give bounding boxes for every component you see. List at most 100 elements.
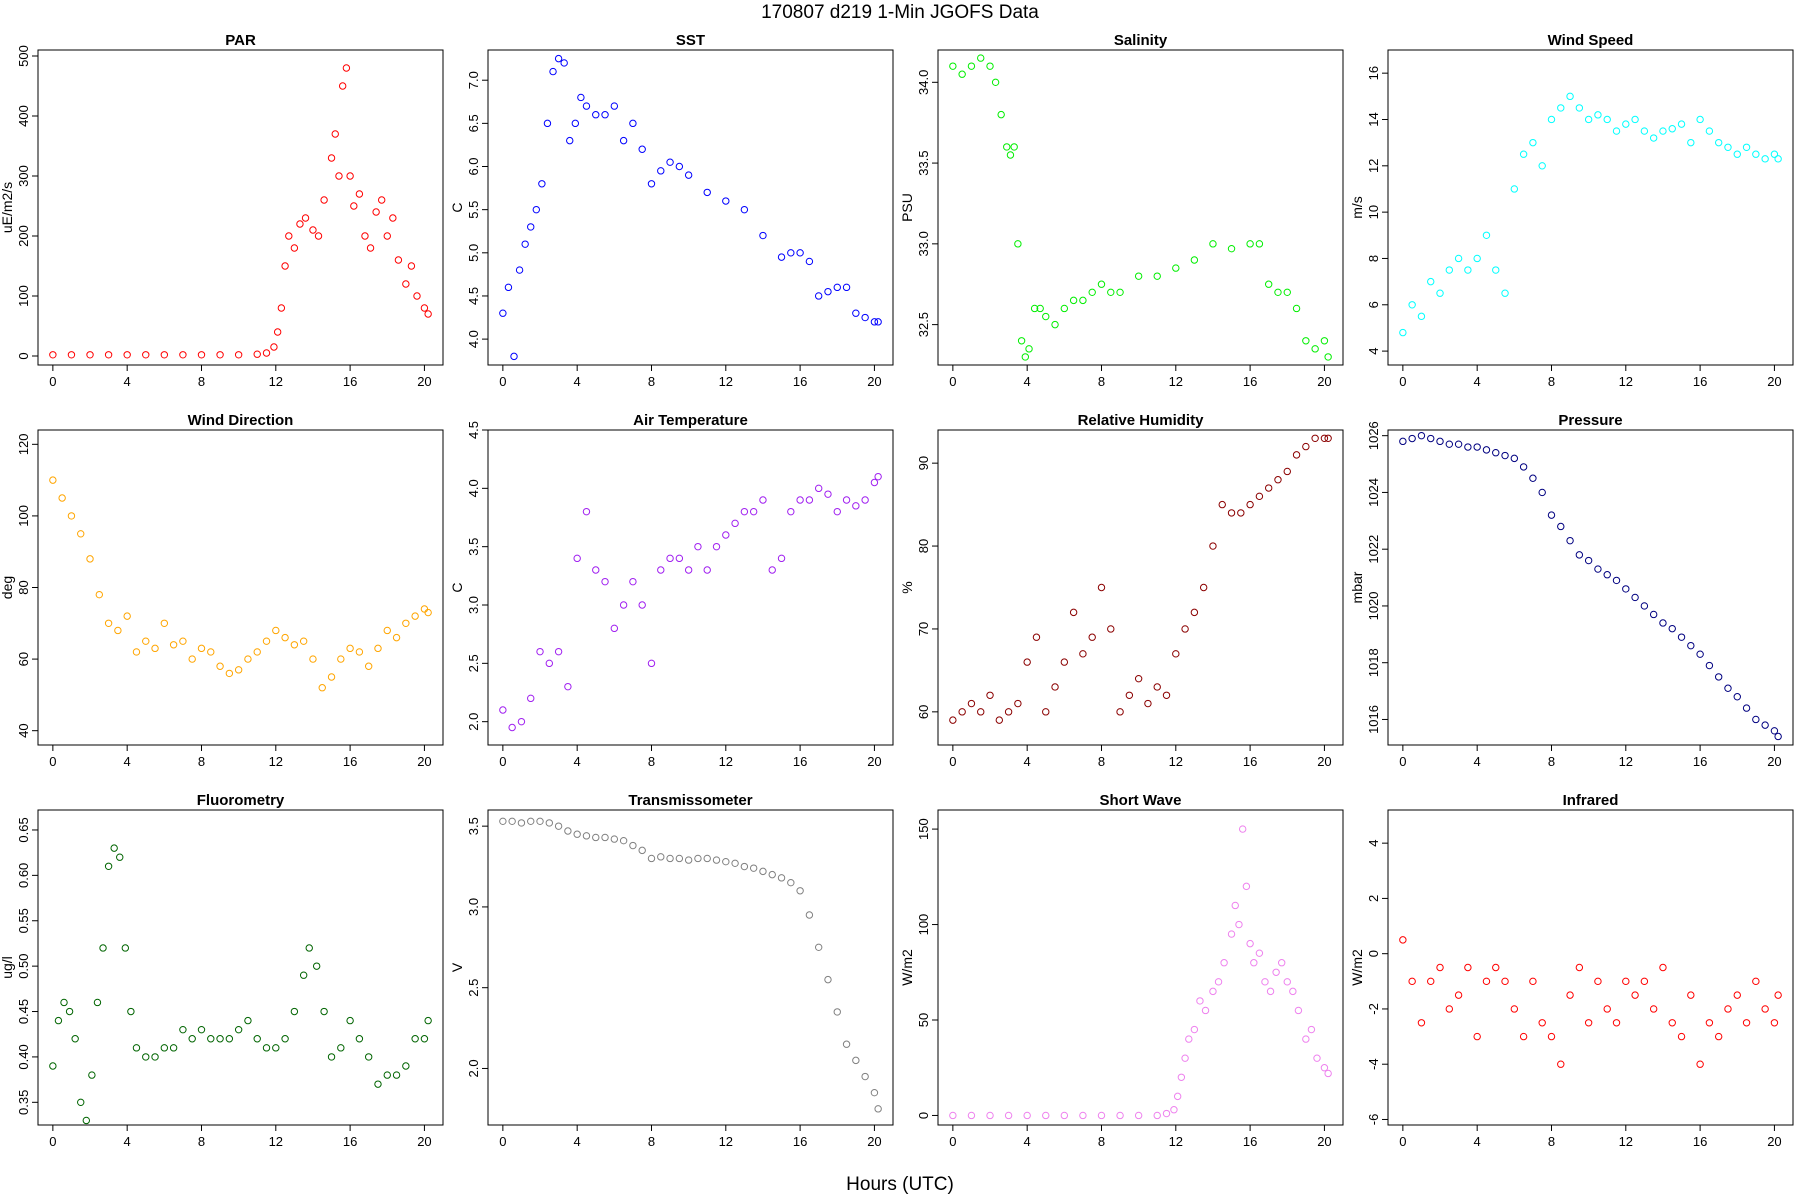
data-point bbox=[740, 507, 749, 516]
data-point bbox=[1125, 691, 1134, 699]
data-point bbox=[1473, 443, 1481, 451]
data-point bbox=[1003, 143, 1011, 151]
data-point bbox=[234, 666, 243, 674]
data-point bbox=[1246, 240, 1254, 248]
data-point bbox=[86, 351, 94, 359]
data-point bbox=[967, 699, 976, 708]
y-tick-label: 0 bbox=[1366, 950, 1381, 957]
data-point bbox=[1436, 963, 1444, 972]
data-point bbox=[504, 283, 513, 292]
data-point bbox=[712, 856, 721, 864]
data-point bbox=[592, 833, 600, 842]
data-point bbox=[1668, 624, 1676, 633]
data-point bbox=[346, 644, 354, 653]
data-point bbox=[740, 205, 749, 214]
y-tick-label: 0.60 bbox=[16, 863, 31, 888]
data-point bbox=[281, 633, 289, 642]
data-point bbox=[777, 253, 786, 261]
data-point bbox=[1227, 244, 1236, 253]
data-point bbox=[1473, 1032, 1481, 1041]
data-point bbox=[554, 54, 563, 63]
y-tick-label: 4.0 bbox=[466, 479, 481, 497]
data-point bbox=[1231, 901, 1239, 910]
data-point bbox=[216, 1035, 224, 1043]
y-tick-label: 0.50 bbox=[16, 953, 31, 978]
data-point bbox=[1010, 143, 1018, 151]
data-point bbox=[121, 944, 130, 952]
data-point bbox=[424, 310, 432, 318]
y-tick-label: 0.35 bbox=[16, 1090, 31, 1115]
data-point bbox=[77, 530, 85, 538]
data-point bbox=[1519, 463, 1528, 471]
plot-frame bbox=[37, 429, 444, 746]
data-point bbox=[1408, 977, 1416, 986]
y-tick-label: -4 bbox=[1366, 1058, 1381, 1070]
data-point bbox=[977, 54, 985, 62]
data-point bbox=[1209, 240, 1217, 248]
data-point bbox=[1649, 134, 1658, 142]
data-point bbox=[1255, 492, 1264, 501]
data-point bbox=[1320, 337, 1329, 345]
data-point bbox=[1283, 467, 1291, 476]
data-point bbox=[1185, 1035, 1193, 1043]
data-point bbox=[749, 507, 758, 516]
y-axis-label: V bbox=[449, 962, 465, 972]
x-tick-label: 12 bbox=[1169, 374, 1183, 389]
panel-title: Wind Speed bbox=[1548, 32, 1634, 49]
data-point bbox=[1199, 583, 1208, 592]
data-point bbox=[1264, 280, 1273, 288]
data-point bbox=[1196, 997, 1204, 1005]
x-tick-label: 12 bbox=[1619, 1134, 1633, 1149]
data-point bbox=[1023, 1111, 1031, 1120]
data-point bbox=[949, 1111, 957, 1120]
data-point bbox=[1042, 708, 1050, 716]
data-point bbox=[1566, 92, 1574, 101]
x-tick-label: 20 bbox=[417, 754, 431, 769]
data-point bbox=[1417, 431, 1426, 440]
series-points bbox=[49, 844, 432, 1125]
data-point bbox=[777, 554, 786, 563]
data-point bbox=[420, 605, 429, 613]
data-point bbox=[179, 637, 187, 645]
series-points bbox=[949, 434, 1332, 724]
data-point bbox=[346, 1016, 354, 1025]
data-point bbox=[1454, 991, 1463, 999]
data-point bbox=[281, 262, 289, 270]
data-point bbox=[564, 827, 572, 835]
data-point bbox=[1584, 556, 1593, 565]
data-point bbox=[1097, 280, 1106, 288]
y-tick-label: 120 bbox=[16, 433, 31, 455]
data-point bbox=[1014, 699, 1022, 708]
x-tick-label: 0 bbox=[499, 754, 506, 769]
y-tick-label: 1026 bbox=[1366, 421, 1381, 450]
y-tick-label: 40 bbox=[16, 723, 31, 737]
y-tick-label: 70 bbox=[916, 622, 931, 636]
figure-title: 170807 d219 1-Min JGOFS Data bbox=[761, 2, 1039, 23]
data-point bbox=[1594, 111, 1602, 119]
data-point bbox=[573, 830, 581, 838]
y-axis-label: deg bbox=[0, 576, 15, 599]
x-tick-label: 12 bbox=[719, 754, 733, 769]
data-point bbox=[1324, 1069, 1332, 1078]
data-point bbox=[647, 180, 656, 188]
x-tick-label: 8 bbox=[648, 374, 655, 389]
data-point bbox=[1237, 509, 1245, 517]
data-point bbox=[424, 608, 432, 617]
data-point bbox=[666, 554, 674, 563]
data-point bbox=[874, 472, 882, 481]
x-tick-label: 0 bbox=[49, 374, 56, 389]
data-point bbox=[372, 208, 380, 216]
data-point bbox=[1774, 155, 1782, 163]
data-point bbox=[1289, 987, 1297, 996]
y-tick-label: 1022 bbox=[1366, 535, 1381, 564]
y-tick-label: 2.5 bbox=[466, 979, 481, 997]
data-point bbox=[1283, 978, 1291, 986]
x-tick-label: 0 bbox=[1399, 1134, 1406, 1149]
y-axis-label: C bbox=[449, 582, 465, 592]
data-point bbox=[986, 691, 994, 699]
data-point bbox=[566, 136, 574, 145]
x-tick-label: 12 bbox=[269, 754, 283, 769]
data-point bbox=[1220, 959, 1228, 967]
data-point bbox=[777, 874, 786, 882]
